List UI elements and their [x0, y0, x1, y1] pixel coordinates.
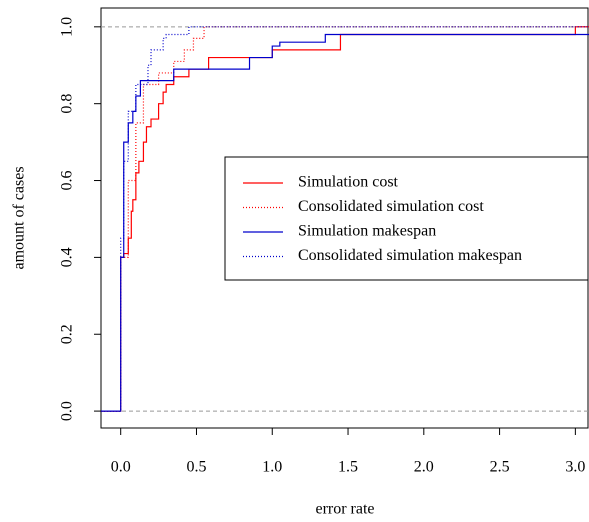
x-tick-label: 0.0 — [111, 459, 131, 476]
y-tick-label: 1.0 — [59, 17, 76, 37]
legend-label: Consolidated simulation makespan — [298, 247, 522, 264]
legend: Simulation cost Consolidated simulation c… — [224, 156, 589, 281]
legend-label: Consolidated simulation cost — [298, 198, 484, 215]
legend-box — [224, 156, 589, 281]
y-tick-label: 0.8 — [59, 94, 76, 114]
y-tick-label: 0.0 — [59, 401, 76, 421]
y-tick-label: 0.2 — [59, 324, 76, 344]
x-tick-label: 1.5 — [338, 459, 358, 476]
x-axis-label: error rate — [315, 501, 374, 518]
x-tick-label: 3.0 — [565, 459, 585, 476]
series-line — [101, 33, 589, 412]
y-tick-label: 0.6 — [59, 171, 76, 191]
y-axis-label: amount of cases — [11, 166, 28, 269]
series-line — [101, 26, 589, 412]
x-tick-label: 1.0 — [262, 459, 282, 476]
x-tick-label: 2.5 — [490, 459, 510, 476]
x-tick-label: 0.5 — [186, 459, 206, 476]
x-tick-label: 2.0 — [414, 459, 434, 476]
legend-label: Simulation makespan — [298, 223, 436, 240]
y-tick-label: 0.4 — [59, 247, 76, 267]
legend-label: Simulation cost — [298, 174, 399, 191]
